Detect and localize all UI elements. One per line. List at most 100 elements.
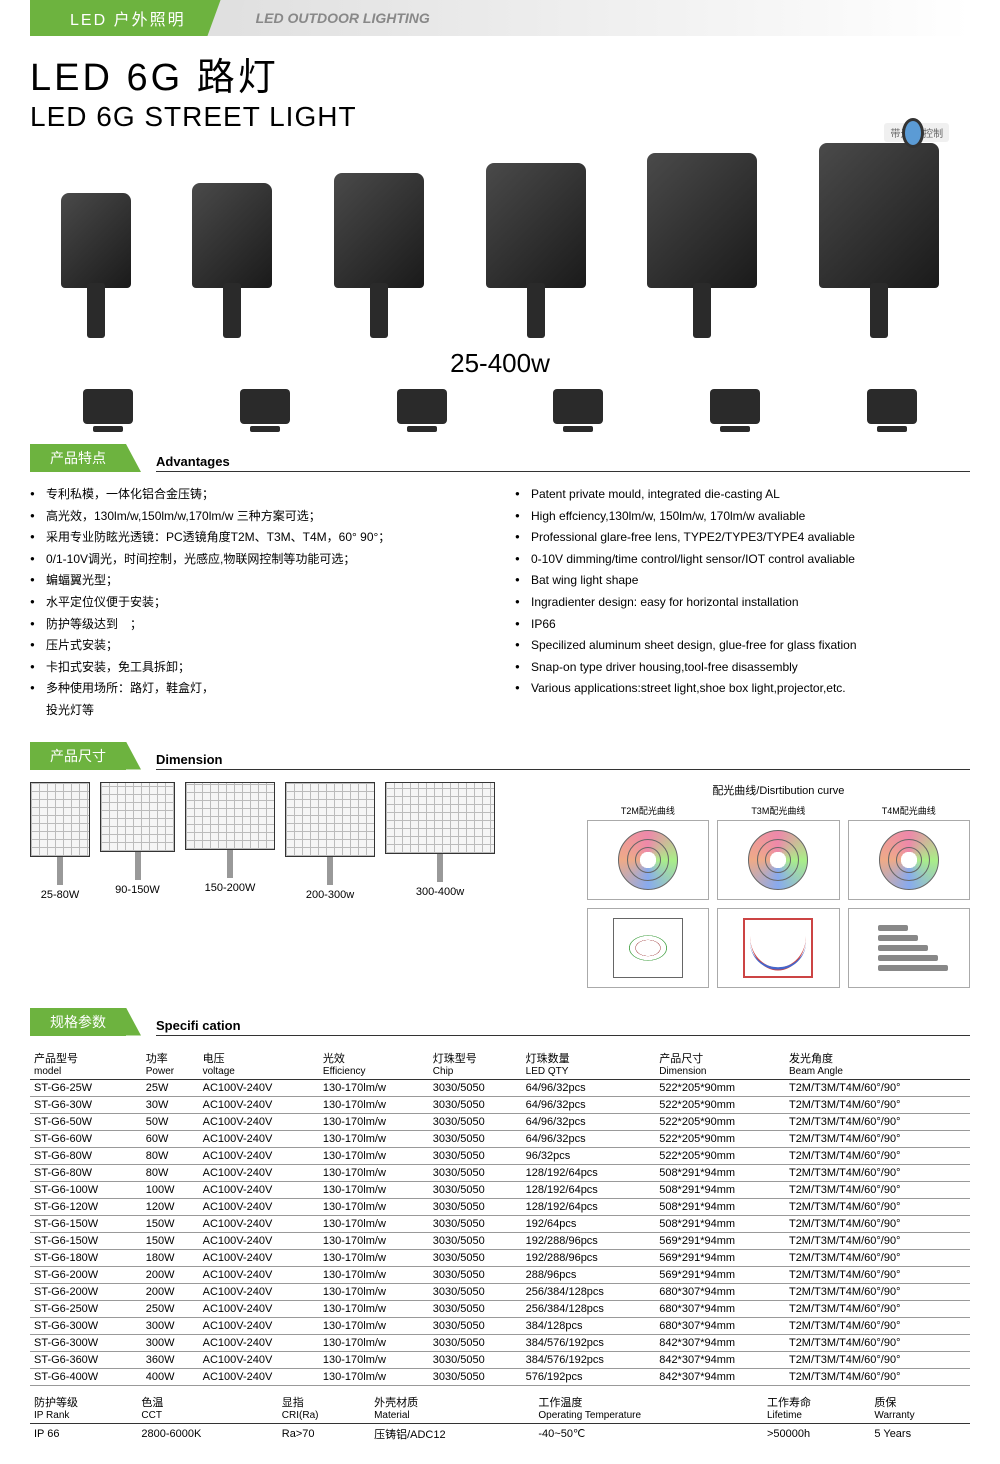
table-cell: 3030/5050 (429, 1266, 522, 1283)
table-cell: ST-G6-360W (30, 1351, 142, 1368)
table-row: ST-G6-100W100WAC100V-240V130-170lm/w3030… (30, 1181, 970, 1198)
table-cell: AC100V-240V (199, 1198, 319, 1215)
table-cell: 192/288/96pcs (522, 1249, 656, 1266)
table-cell: ST-G6-50W (30, 1113, 142, 1130)
advantage-item: 防护等级达到 ； (30, 614, 485, 636)
table-cell: 200W (142, 1266, 199, 1283)
table-cell: T2M/T3M/T4M/60°/90° (785, 1147, 970, 1164)
table-cell: 256/384/128pcs (522, 1283, 656, 1300)
advantage-item: Various applications:street light,shoe b… (515, 678, 970, 700)
table-cell: 3030/5050 (429, 1300, 522, 1317)
table-cell: 569*291*94mm (655, 1232, 785, 1249)
table-cell: T2M/T3M/T4M/60°/90° (785, 1368, 970, 1385)
table-cell: 130-170lm/w (319, 1232, 429, 1249)
table-cell: T2M/T3M/T4M/60°/90° (785, 1317, 970, 1334)
advantage-item: 采用专业防眩光透镜：PC透镜角度T2M、T3M、T4M，60° 90°； (30, 527, 485, 549)
table-row: ST-G6-50W50WAC100V-240V130-170lm/w3030/5… (30, 1113, 970, 1130)
table-cell: 5 Years (870, 1423, 970, 1444)
bracket-image (397, 389, 447, 424)
table-cell: 50W (142, 1113, 199, 1130)
table-cell: AC100V-240V (199, 1164, 319, 1181)
product-image (192, 183, 272, 288)
table-cell: 100W (142, 1181, 199, 1198)
table-cell: ST-G6-120W (30, 1198, 142, 1215)
section-title-en: Dimension (156, 752, 970, 770)
table-cell: -40~50℃ (534, 1423, 763, 1444)
spec-header: 功率Power (142, 1048, 199, 1080)
table-cell: 130-170lm/w (319, 1147, 429, 1164)
spec-header: 产品型号model (30, 1048, 142, 1080)
table-cell: ST-G6-200W (30, 1266, 142, 1283)
brackets-row (30, 389, 970, 424)
table-cell: ST-G6-150W (30, 1232, 142, 1249)
table-cell: 522*205*90mm (655, 1079, 785, 1096)
table-cell: 压铸铝/ADC12 (370, 1423, 534, 1444)
table-cell: AC100V-240V (199, 1215, 319, 1232)
table-cell: T2M/T3M/T4M/60°/90° (785, 1096, 970, 1113)
bracket-image (240, 389, 290, 424)
table-cell: Ra>70 (278, 1423, 370, 1444)
advantage-item: IP66 (515, 614, 970, 636)
table-cell: 60W (142, 1130, 199, 1147)
page-title-en: LED 6G STREET LIGHT (30, 101, 970, 133)
table-row: ST-G6-180W180WAC100V-240V130-170lm/w3030… (30, 1249, 970, 1266)
table-row: ST-G6-60W60WAC100V-240V130-170lm/w3030/5… (30, 1130, 970, 1147)
dimension-label: 150-200W (205, 882, 256, 894)
table-cell: 120W (142, 1198, 199, 1215)
table-cell: 360W (142, 1351, 199, 1368)
distribution-title: 配光曲线/Disrtibution curve (587, 782, 970, 798)
table-row: ST-G6-200W200WAC100V-240V130-170lm/w3030… (30, 1283, 970, 1300)
advantages-list-cn: 专利私模，一体化铝合金压铸；高光效，130lm/w,150lm/w,170lm/… (30, 484, 485, 722)
table-cell: ST-G6-80W (30, 1164, 142, 1181)
table-cell: T2M/T3M/T4M/60°/90° (785, 1181, 970, 1198)
table-cell: 150W (142, 1232, 199, 1249)
table-cell: AC100V-240V (199, 1317, 319, 1334)
table-cell: 200W (142, 1283, 199, 1300)
table-cell: T2M/T3M/T4M/60°/90° (785, 1334, 970, 1351)
table-cell: ST-G6-300W (30, 1334, 142, 1351)
table-cell: 384/576/192pcs (522, 1334, 656, 1351)
table-cell: 3030/5050 (429, 1317, 522, 1334)
table-cell: 64/96/32pcs (522, 1113, 656, 1130)
table-cell: 130-170lm/w (319, 1130, 429, 1147)
table-cell: T2M/T3M/T4M/60°/90° (785, 1198, 970, 1215)
section-title-en: Specifi cation (156, 1018, 970, 1036)
table-row: ST-G6-150W150WAC100V-240V130-170lm/w3030… (30, 1215, 970, 1232)
product-image (486, 163, 586, 288)
dimension-diagram: 25-80W (30, 782, 90, 988)
table-cell: AC100V-240V (199, 1334, 319, 1351)
table-cell: 130-170lm/w (319, 1198, 429, 1215)
table-row: ST-G6-30W30WAC100V-240V130-170lm/w3030/5… (30, 1096, 970, 1113)
table-cell: T2M/T3M/T4M/60°/90° (785, 1266, 970, 1283)
table-cell: 569*291*94mm (655, 1266, 785, 1283)
table-cell: 300W (142, 1317, 199, 1334)
table-cell: T2M/T3M/T4M/60°/90° (785, 1283, 970, 1300)
spec-header: 灯珠数量LED QTY (522, 1048, 656, 1080)
advantage-item: 0-10V dimming/time control/light sensor/… (515, 549, 970, 571)
table-cell: 3030/5050 (429, 1096, 522, 1113)
product-image: 带光感 控制 (819, 143, 939, 288)
table-row: ST-G6-250W250WAC100V-240V130-170lm/w3030… (30, 1300, 970, 1317)
table-cell: ST-G6-180W (30, 1249, 142, 1266)
table-cell: 130-170lm/w (319, 1181, 429, 1198)
table-cell: AC100V-240V (199, 1266, 319, 1283)
table-cell: 25W (142, 1079, 199, 1096)
table-cell: 3030/5050 (429, 1249, 522, 1266)
dimension-diagrams: 25-80W90-150W150-200W200-300w300-400w (30, 782, 567, 988)
section-title-en: Advantages (156, 454, 970, 472)
advantage-item: 压片式安装； (30, 635, 485, 657)
table-cell: 250W (142, 1300, 199, 1317)
polar-chart (848, 820, 970, 900)
table-cell: AC100V-240V (199, 1368, 319, 1385)
table-cell: 128/192/64pcs (522, 1198, 656, 1215)
table-cell: 842*307*94mm (655, 1351, 785, 1368)
section-title-cn: 产品特点 (30, 444, 126, 472)
table-cell: 30W (142, 1096, 199, 1113)
table-cell: 3030/5050 (429, 1181, 522, 1198)
table-cell: ST-G6-150W (30, 1215, 142, 1232)
dimension-label: 25-80W (41, 889, 80, 901)
table-cell: 3030/5050 (429, 1079, 522, 1096)
dimension-label: 200-300w (306, 889, 354, 901)
spec2-header: 外壳材质Material (370, 1392, 534, 1424)
dimension-label: 300-400w (416, 886, 464, 898)
